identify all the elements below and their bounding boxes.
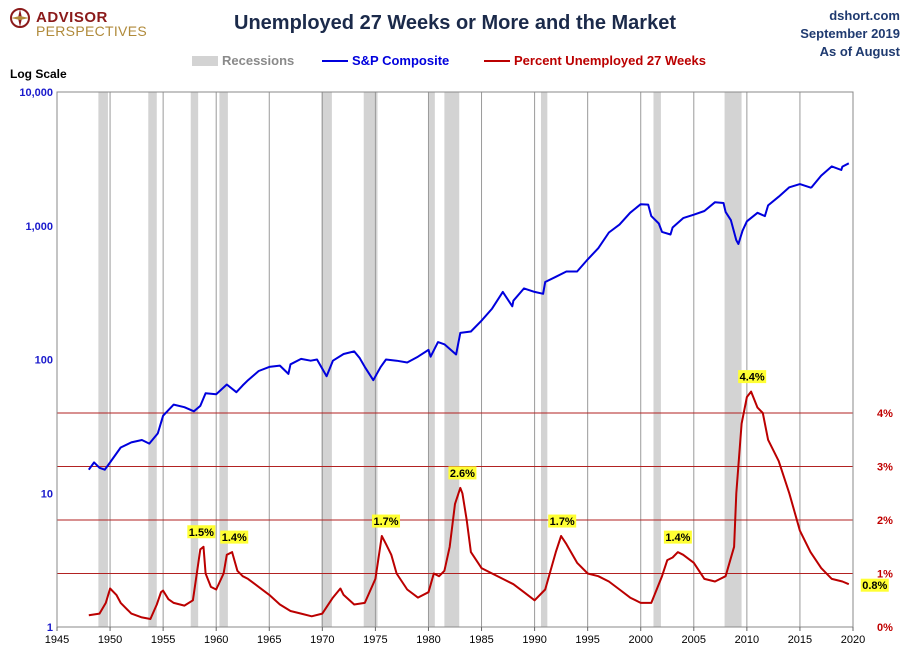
annotation-highlight [860, 578, 889, 592]
annotation-highlight [663, 530, 692, 544]
annotation-label: 1.7% [373, 516, 398, 528]
annotation-highlight [738, 370, 767, 384]
x-tick-label: 1980 [416, 634, 440, 646]
series-lines [87, 162, 850, 620]
compass-logo-icon [10, 8, 30, 28]
annotation-label: 1.4% [222, 532, 247, 544]
annotation-label: 0.8% [862, 580, 887, 592]
sp-line-swatch [322, 59, 348, 62]
annotation-highlight [220, 530, 249, 544]
recession-band [428, 92, 435, 627]
recession-band [190, 92, 199, 627]
legend-label-sp: S&P Composite [352, 53, 450, 68]
recession-band [540, 92, 548, 627]
annotation-label: 1.5% [189, 527, 214, 539]
logo-line2: PERSPECTIVES [36, 23, 147, 39]
y-left-tick-label: 1 [47, 622, 53, 634]
recession-band [653, 92, 661, 627]
annotation-highlight [448, 466, 477, 480]
log-scale-label: Log Scale [10, 67, 67, 81]
percent-reference-lines [57, 412, 853, 574]
unemp-line-swatch [484, 59, 510, 62]
x-tick-label: 1990 [522, 634, 546, 646]
x-tick-label: 1995 [575, 634, 599, 646]
x-tick-label: 2020 [841, 634, 865, 646]
x-tick-label: 1970 [310, 634, 334, 646]
source-line1: dshort.com [829, 8, 900, 23]
y-left-tick-label: 10,000 [19, 87, 53, 99]
y-right-tick-label: 1% [877, 569, 893, 581]
chart-title: Unemployed 27 Weeks or More and the Mark… [234, 12, 676, 34]
recession-band [98, 92, 108, 627]
recession-band [724, 92, 742, 627]
sp-composite-line [87, 162, 850, 471]
x-tick-label: 2005 [682, 634, 706, 646]
annotation-label: 2.6% [450, 468, 475, 480]
y-right-tick-label: 4% [877, 408, 893, 420]
annotation-label: 1.4% [665, 532, 690, 544]
recession-band [444, 92, 460, 627]
y-right-tick-label: 3% [877, 462, 893, 474]
recession-band [321, 92, 332, 627]
recession-band [148, 92, 157, 627]
legend-label-recessions: Recessions [222, 53, 295, 68]
plot-frame [56, 91, 854, 628]
unemployed-27-weeks-line [88, 390, 850, 620]
legend-item-recessions: Recessions [192, 53, 294, 68]
legend-item-unemp: Percent Unemployed 27 Weeks [484, 53, 706, 68]
annotation-label: 1.7% [550, 516, 575, 528]
annotation-highlight [187, 525, 216, 539]
y-right-tick-label: 2% [877, 515, 893, 527]
recession-band [363, 92, 378, 627]
x-tick-label: 1945 [45, 634, 69, 646]
annotation-highlight [548, 514, 577, 528]
y-left-tick-label: 10 [41, 488, 53, 500]
y-right-tick-label: 0% [877, 622, 893, 634]
y-left-tick-label: 100 [35, 355, 53, 367]
annotation-label: 4.4% [740, 372, 765, 384]
x-tick-label: 1965 [257, 634, 281, 646]
x-tick-label: 1950 [98, 634, 122, 646]
recession-band [219, 92, 228, 627]
x-tick-label: 2010 [735, 634, 759, 646]
advisor-perspectives-logo: ADVISOR PERSPECTIVES [8, 6, 147, 40]
annotations: 1.5% 1.4% 1.7% 2.6% 1.7% 1.4% 4.4% 0.8% [187, 370, 889, 592]
x-tick-label: 1985 [469, 634, 493, 646]
source-line2: September 2019 [800, 26, 900, 41]
source-block: dshort.com September 2019 As of August [800, 7, 900, 61]
annotation-highlight [372, 514, 401, 528]
x-tick-label: 1955 [151, 634, 175, 646]
y-axis-left-ticks: 1 10 100 1,000 10,000 [19, 87, 53, 634]
recession-swatch [192, 55, 218, 66]
legend: Recessions S&P Composite Percent Unemplo… [0, 53, 910, 71]
x-tick-label: 1975 [363, 634, 387, 646]
legend-item-sp: S&P Composite [322, 53, 449, 68]
legend-label-unemp: Percent Unemployed 27 Weeks [514, 53, 706, 68]
source-line3: As of August [819, 44, 900, 59]
recession-bands [98, 92, 742, 627]
x-tick-label: 1960 [204, 634, 228, 646]
x-tick-label: 2000 [628, 634, 652, 646]
y-left-tick-label: 1,000 [25, 221, 53, 233]
x-tick-label: 2015 [788, 634, 812, 646]
x-axis-ticks: 1945 1950 1955 1960 1965 1970 1975 1980 1985 1990… [45, 627, 865, 646]
logo-line1: ADVISOR [36, 9, 108, 26]
y-axis-right-ticks: 0% 1% 2% 3% 4% [877, 408, 893, 634]
